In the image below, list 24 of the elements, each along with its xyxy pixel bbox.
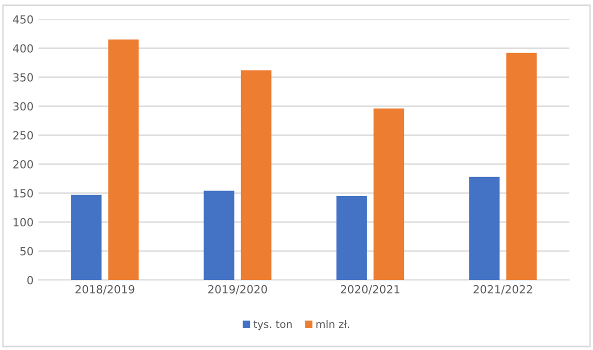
bar xyxy=(71,194,102,280)
bar xyxy=(204,190,234,280)
bar xyxy=(108,40,139,280)
y-tick-label: 150 xyxy=(14,189,33,198)
legend-label: tys. ton xyxy=(254,320,292,330)
y-tick-label: 200 xyxy=(13,160,33,168)
y-tick-label: 450 xyxy=(13,15,33,24)
bar xyxy=(374,108,404,280)
x-tick-label: 2021/2022 xyxy=(474,285,532,294)
x-tick-label: 2018/2019 xyxy=(76,285,134,294)
y-tick-label: 100 xyxy=(14,218,33,226)
legend-label: mln zł. xyxy=(316,320,350,328)
bar xyxy=(240,70,272,280)
y-tick-label: 350 xyxy=(13,73,33,82)
bar xyxy=(469,176,500,280)
y-tick-label: 0 xyxy=(27,276,33,284)
y-tick-label: 300 xyxy=(13,102,33,111)
bar xyxy=(336,196,367,280)
y-tick-label: 400 xyxy=(13,44,33,53)
bar xyxy=(506,52,537,280)
x-tick-label: 2020/2021 xyxy=(340,285,400,294)
y-tick-label: 250 xyxy=(13,131,33,140)
x-tick-label: 2019/2020 xyxy=(208,285,267,294)
y-tick-label: 50 xyxy=(20,247,33,256)
